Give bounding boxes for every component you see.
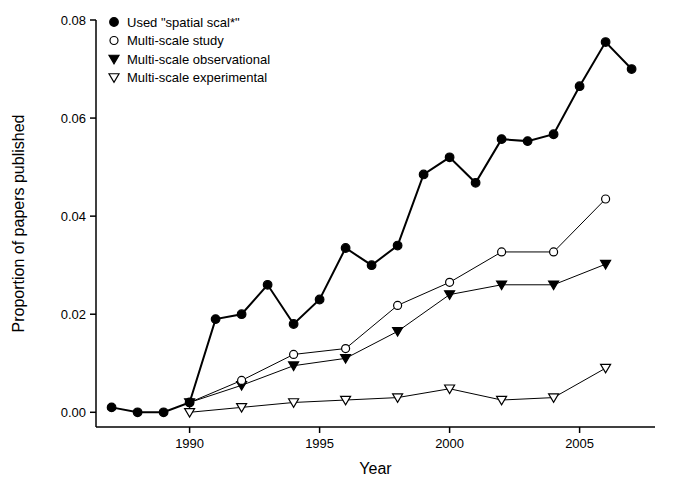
point: [342, 345, 350, 353]
point: [523, 137, 532, 146]
point: [238, 376, 246, 384]
x-tick: [579, 427, 581, 433]
chart: 0.00 0.02 0.04 0.06 0.08 1990 1995 2000 2005 Year…: [0, 0, 681, 490]
plot-data: [107, 38, 636, 417]
point: [289, 362, 299, 371]
point: [602, 195, 610, 203]
point: [133, 408, 142, 417]
legend-label: Used "spatial scal*": [127, 15, 240, 30]
point: [237, 404, 247, 413]
point: [185, 398, 194, 407]
point: [393, 328, 403, 337]
legend-label: Multi-scale observational: [127, 52, 270, 67]
point: [185, 399, 195, 408]
y-tick: [90, 313, 96, 315]
y-tick-label: 0.04: [61, 209, 86, 224]
point: [445, 291, 455, 300]
point: [549, 394, 559, 403]
y-axis: [95, 20, 97, 427]
point: [549, 130, 558, 139]
point: [341, 355, 351, 364]
point: [289, 399, 299, 408]
y-tick-label: 0.02: [61, 307, 86, 322]
x-tick-label: 1990: [175, 436, 204, 451]
y-tick: [90, 117, 96, 119]
point: [601, 364, 611, 373]
point: [498, 248, 506, 256]
point: [419, 170, 428, 179]
y-tick-label: 0.00: [61, 405, 86, 420]
x-axis-label: Year: [359, 460, 392, 477]
point: [211, 315, 220, 324]
point: [237, 310, 246, 319]
legend-marker: [109, 74, 119, 83]
point: [185, 409, 195, 418]
point: [393, 394, 403, 403]
legend-label: Multi-scale study: [127, 33, 224, 48]
y-tick: [90, 215, 96, 217]
point: [315, 295, 324, 304]
x-axis: [96, 426, 655, 428]
point: [393, 241, 402, 250]
point: [471, 179, 480, 188]
legend-marker: [110, 37, 118, 45]
point: [445, 153, 454, 162]
point: [549, 281, 559, 290]
series-line: [112, 42, 632, 412]
point: [367, 261, 376, 270]
point: [289, 320, 298, 329]
x-tick-label: 2005: [565, 436, 594, 451]
point: [263, 280, 272, 289]
point: [446, 278, 454, 286]
y-tick: [90, 412, 96, 414]
point: [186, 398, 194, 406]
point: [497, 135, 506, 144]
legend-marker: [109, 55, 119, 64]
point: [341, 244, 350, 253]
point: [575, 82, 584, 91]
point: [290, 350, 298, 358]
x-tick: [189, 427, 191, 433]
point: [497, 281, 507, 290]
point: [394, 301, 402, 309]
point: [341, 396, 351, 405]
x-tick-label: 2000: [435, 436, 464, 451]
legend-marker: [110, 18, 119, 27]
legend-label: Multi-scale experimental: [127, 70, 267, 85]
point: [107, 403, 116, 412]
point: [550, 248, 558, 256]
y-tick: [90, 19, 96, 21]
y-axis-label: Proportion of papers published: [10, 115, 27, 333]
point: [159, 408, 168, 417]
point: [445, 385, 455, 394]
x-tick: [319, 427, 321, 433]
y-tick-label: 0.06: [61, 111, 86, 126]
point: [497, 396, 507, 405]
x-tick-label: 1995: [305, 436, 334, 451]
series-line: [190, 264, 606, 402]
point: [627, 65, 636, 74]
point: [601, 38, 610, 47]
x-tick: [449, 427, 451, 433]
point: [601, 260, 611, 269]
y-tick-label: 0.08: [61, 13, 86, 28]
legend: Used "spatial scal*" Multi-scale study Mul…: [109, 15, 270, 86]
series-line: [190, 199, 606, 403]
